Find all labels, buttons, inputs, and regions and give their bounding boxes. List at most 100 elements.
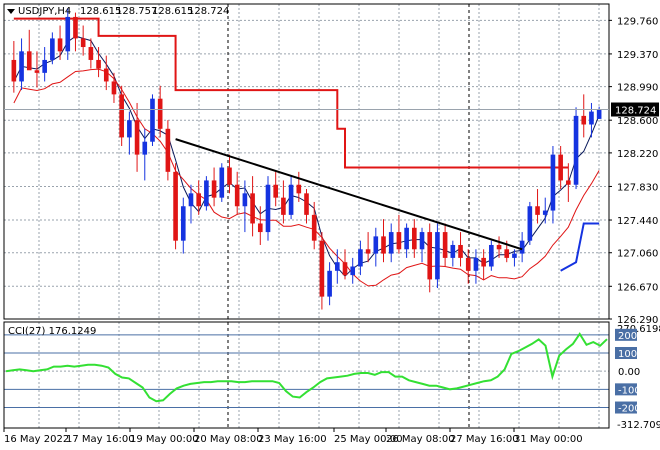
trendline: [175, 138, 523, 251]
candle-body: [227, 167, 232, 185]
time-tick-label: 23 May 16:00: [258, 434, 327, 445]
price-tick-label: 127.060: [617, 249, 658, 260]
candle-body: [103, 68, 109, 82]
candle-body: [396, 232, 402, 250]
trailing-stop-line-upper: [13, 17, 569, 169]
cci-level-badge: [615, 383, 637, 396]
candle-body: [566, 180, 571, 185]
price-tick-label: 126.290: [617, 315, 658, 326]
candle-body: [350, 266, 356, 276]
time-tick-label: 31 May 00:00: [514, 434, 583, 445]
symbol-label: USDJPY,H4: [18, 6, 71, 17]
candle-body: [319, 240, 325, 297]
candle-body: [489, 244, 494, 267]
candle-body: [50, 38, 55, 60]
candle-body: [142, 141, 148, 155]
candle-body: [458, 244, 463, 258]
cci-pane-border: [3, 321, 610, 429]
envelope-line: [13, 68, 600, 287]
time-tick-label: 25 May 00:00: [334, 434, 403, 445]
candle-body: [188, 193, 194, 207]
cci-level-badge: [615, 347, 637, 360]
candle-body: [404, 227, 409, 250]
cci-level-label: 200: [618, 331, 637, 342]
candle-body: [373, 236, 379, 254]
header-close: 128.724: [188, 6, 229, 17]
header-open: 128.615: [80, 6, 121, 17]
candle-body: [73, 16, 78, 39]
candle-body: [173, 171, 178, 241]
time-tick-label: 19 May 00:00: [130, 434, 199, 445]
candle-body: [481, 257, 486, 267]
candle-body: [234, 184, 240, 207]
candle-body: [442, 232, 448, 258]
candle-body: [134, 120, 140, 155]
candle-body: [196, 193, 201, 207]
candle-body: [273, 184, 279, 198]
time-tick-label: 27 May 16:00: [450, 434, 519, 445]
price-tick-label: 129.760: [617, 16, 658, 27]
time-tick-label: 20 May 08:00: [194, 434, 263, 445]
candle-body: [157, 98, 163, 129]
price-tick-label: 129.370: [617, 50, 658, 61]
candle-body: [381, 236, 386, 254]
candle-body: [450, 244, 456, 258]
candle-body: [11, 59, 17, 82]
candle-body: [527, 206, 533, 241]
candle-body: [465, 257, 471, 271]
time-tick-label: 26 May 08:00: [386, 434, 455, 445]
candle-body: [219, 167, 225, 198]
price-tick-label: 126.670: [617, 282, 658, 293]
candle-body: [573, 115, 579, 185]
chart-header: USDJPY,H4 128.615 128.757 128.615 128.72…: [7, 6, 229, 17]
price-tick-label: 127.830: [617, 182, 658, 193]
cci-level-label: -200: [618, 404, 641, 415]
candle-body: [304, 193, 309, 215]
cci-grid: [4, 322, 609, 428]
chevron-down-icon[interactable]: [7, 9, 15, 14]
price-series-layer: [4, 8, 609, 310]
candle-body: [127, 120, 132, 138]
candle-body: [96, 59, 101, 69]
candle-body: [519, 240, 525, 254]
candle-body: [265, 184, 271, 233]
candle-body: [257, 223, 263, 233]
candle-body: [358, 249, 363, 267]
price-tick-label: 128.990: [617, 83, 658, 94]
price-axis: 129.760 129.370 128.990 128.600 128.220 127.8…: [609, 16, 659, 326]
candle-body: [119, 94, 124, 138]
candle-body: [419, 232, 425, 250]
candle-body: [581, 115, 587, 125]
candle-body: [281, 197, 286, 215]
main-pane-border: [3, 3, 610, 320]
moving-average-line: [13, 35, 600, 277]
time-tick-label: 16 May 2022: [4, 434, 69, 445]
cci-level-label: 0.00: [618, 367, 640, 378]
candle-body: [342, 262, 348, 276]
price-tick-label: 128.600: [617, 116, 658, 127]
candle-body: [111, 81, 117, 95]
cci-level-badge: [615, 328, 637, 341]
candle-body: [150, 98, 155, 142]
candle-body: [542, 210, 548, 215]
candle-body: [311, 214, 317, 241]
cci-label: CCI(27) 176.1249: [8, 326, 96, 337]
candle-body: [42, 59, 47, 73]
price-tick-label: 128.220: [617, 149, 658, 160]
candle-body: [589, 111, 594, 125]
header-high: 128.757: [116, 6, 157, 17]
cci-max-label: 270.6198: [617, 324, 660, 335]
candle-body: [596, 109, 602, 119]
candle-body: [34, 70, 40, 73]
candle-body: [412, 227, 417, 250]
candle-body: [180, 206, 186, 241]
candle-body: [427, 232, 433, 280]
candle-body: [26, 51, 32, 71]
cci-level-label: 100: [618, 349, 637, 360]
candle-body: [242, 193, 248, 207]
cci-line: [5, 332, 608, 403]
candle-body: [512, 253, 517, 258]
